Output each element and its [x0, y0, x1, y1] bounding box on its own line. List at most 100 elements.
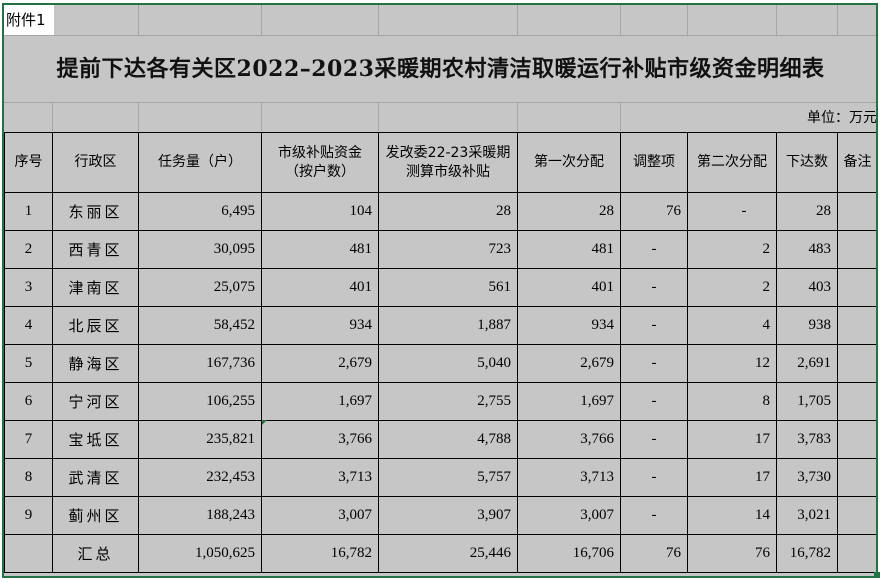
- cell-adjust[interactable]: 76: [620, 192, 688, 231]
- cell-district[interactable]: 武清区: [52, 458, 139, 497]
- cell-first-total[interactable]: 16,706: [517, 534, 621, 573]
- cell-subsidy[interactable]: 481: [261, 230, 379, 269]
- cell-households[interactable]: 58,452: [138, 306, 262, 345]
- cell-adjust[interactable]: -: [620, 268, 688, 307]
- cell-first[interactable]: 481: [517, 230, 621, 269]
- cell-households[interactable]: 188,243: [138, 496, 262, 535]
- cell-no[interactable]: 5: [4, 344, 53, 383]
- header-no[interactable]: 序号: [4, 132, 53, 193]
- cell-second[interactable]: 2: [687, 230, 777, 269]
- header-note[interactable]: 备注: [837, 132, 878, 193]
- cell-first[interactable]: 401: [517, 268, 621, 307]
- cell-ndrc[interactable]: 5,040: [378, 344, 518, 383]
- cell-issued[interactable]: 3,783: [776, 420, 838, 459]
- cell-adjust[interactable]: -: [620, 420, 688, 459]
- cell-subsidy[interactable]: 401: [261, 268, 379, 307]
- cell-district[interactable]: 蓟州区: [52, 496, 139, 535]
- cell-second[interactable]: -: [687, 192, 777, 231]
- cell-adjust[interactable]: -: [620, 458, 688, 497]
- cell-note[interactable]: [837, 268, 878, 307]
- annex-label[interactable]: 附件1: [4, 5, 54, 35]
- cell-subsidy[interactable]: 1,697: [261, 382, 379, 421]
- header-adjustment[interactable]: 调整项: [620, 132, 688, 193]
- header-issued[interactable]: 下达数: [776, 132, 838, 193]
- cell-issued[interactable]: 28: [776, 192, 838, 231]
- cell-subsidy[interactable]: 104: [261, 192, 379, 231]
- unit-label[interactable]: 单位：万元: [807, 110, 877, 126]
- cell-first[interactable]: 3,766: [517, 420, 621, 459]
- cell-second[interactable]: 2: [687, 268, 777, 307]
- cell-adjust[interactable]: -: [620, 230, 688, 269]
- cell-no[interactable]: 8: [4, 458, 53, 497]
- cell-note[interactable]: [837, 230, 878, 269]
- cell-ndrc-total[interactable]: 25,446: [378, 534, 518, 573]
- cell-note[interactable]: [837, 344, 878, 383]
- cell-note[interactable]: [837, 192, 878, 231]
- cell-first[interactable]: 1,697: [517, 382, 621, 421]
- cell-ndrc[interactable]: 2,755: [378, 382, 518, 421]
- header-subsidy[interactable]: 市级补贴资金 （按户数）: [261, 132, 379, 193]
- cell-subsidy[interactable]: 3,713: [261, 458, 379, 497]
- cell-issued[interactable]: 2,691: [776, 344, 838, 383]
- cell-households[interactable]: 106,255: [138, 382, 262, 421]
- cell-first[interactable]: 934: [517, 306, 621, 345]
- cell-no[interactable]: [4, 534, 53, 573]
- cell-ndrc[interactable]: 5,757: [378, 458, 518, 497]
- header-second-allocation[interactable]: 第二次分配: [687, 132, 777, 193]
- cell-issued[interactable]: 938: [776, 306, 838, 345]
- cell-no[interactable]: 3: [4, 268, 53, 307]
- cell-first[interactable]: 3,007: [517, 496, 621, 535]
- cell-households[interactable]: 235,821: [138, 420, 262, 459]
- cell-second[interactable]: 14: [687, 496, 777, 535]
- cell-ndrc[interactable]: 3,907: [378, 496, 518, 535]
- header-first-allocation[interactable]: 第一次分配: [517, 132, 621, 193]
- cell-subsidy[interactable]: 934: [261, 306, 379, 345]
- cell-first[interactable]: 3,713: [517, 458, 621, 497]
- header-district[interactable]: 行政区: [52, 132, 139, 193]
- cell-ndrc[interactable]: 4,788: [378, 420, 518, 459]
- cell-district[interactable]: 北辰区: [52, 306, 139, 345]
- cell-adjust[interactable]: -: [620, 382, 688, 421]
- cell-district[interactable]: 东丽区: [52, 192, 139, 231]
- cell-note-total[interactable]: [837, 534, 878, 573]
- cell-issued[interactable]: 403: [776, 268, 838, 307]
- cell-no[interactable]: 6: [4, 382, 53, 421]
- cell-ndrc[interactable]: 1,887: [378, 306, 518, 345]
- cell-no[interactable]: 9: [4, 496, 53, 535]
- cell-district[interactable]: 宝坻区: [52, 420, 139, 459]
- cell-first[interactable]: 2,679: [517, 344, 621, 383]
- cell-issued[interactable]: 3,730: [776, 458, 838, 497]
- cell-district[interactable]: 西青区: [52, 230, 139, 269]
- cell-households[interactable]: 167,736: [138, 344, 262, 383]
- cell-issued-total[interactable]: 16,782: [776, 534, 838, 573]
- cell-note[interactable]: [837, 306, 878, 345]
- header-ndrc[interactable]: 发改委22-23采暖期 测算市级补贴: [378, 132, 518, 193]
- cell-first[interactable]: 28: [517, 192, 621, 231]
- cell-note[interactable]: [837, 458, 878, 497]
- cell-note[interactable]: [837, 496, 878, 535]
- cell-ndrc[interactable]: 28: [378, 192, 518, 231]
- cell-subsidy[interactable]: 2,679: [261, 344, 379, 383]
- cell-no[interactable]: 7: [4, 420, 53, 459]
- cell-second[interactable]: 12: [687, 344, 777, 383]
- cell-district[interactable]: 静海区: [52, 344, 139, 383]
- cell-district-total[interactable]: 汇总: [52, 534, 139, 573]
- cell-issued[interactable]: 3,021: [776, 496, 838, 535]
- cell-second[interactable]: 17: [687, 458, 777, 497]
- cell-no[interactable]: 1: [4, 192, 53, 231]
- cell-households[interactable]: 232,453: [138, 458, 262, 497]
- cell-ndrc[interactable]: 561: [378, 268, 518, 307]
- header-households[interactable]: 任务量（户）: [138, 132, 262, 193]
- cell-second-total[interactable]: 76: [687, 534, 777, 573]
- cell-adjust-total[interactable]: 76: [620, 534, 688, 573]
- sheet-title[interactable]: 提前下达各有关区2022–2023采暖期农村清洁取暖运行补贴市级资金明细表: [56, 56, 825, 82]
- fill-handle[interactable]: [874, 572, 880, 578]
- cell-second[interactable]: 8: [687, 382, 777, 421]
- cell-households[interactable]: 30,095: [138, 230, 262, 269]
- cell-second[interactable]: 17: [687, 420, 777, 459]
- cell-subsidy[interactable]: 3,766: [261, 420, 379, 459]
- cell-issued[interactable]: 1,705: [776, 382, 838, 421]
- cell-second[interactable]: 4: [687, 306, 777, 345]
- cell-note[interactable]: [837, 420, 878, 459]
- cell-ndrc[interactable]: 723: [378, 230, 518, 269]
